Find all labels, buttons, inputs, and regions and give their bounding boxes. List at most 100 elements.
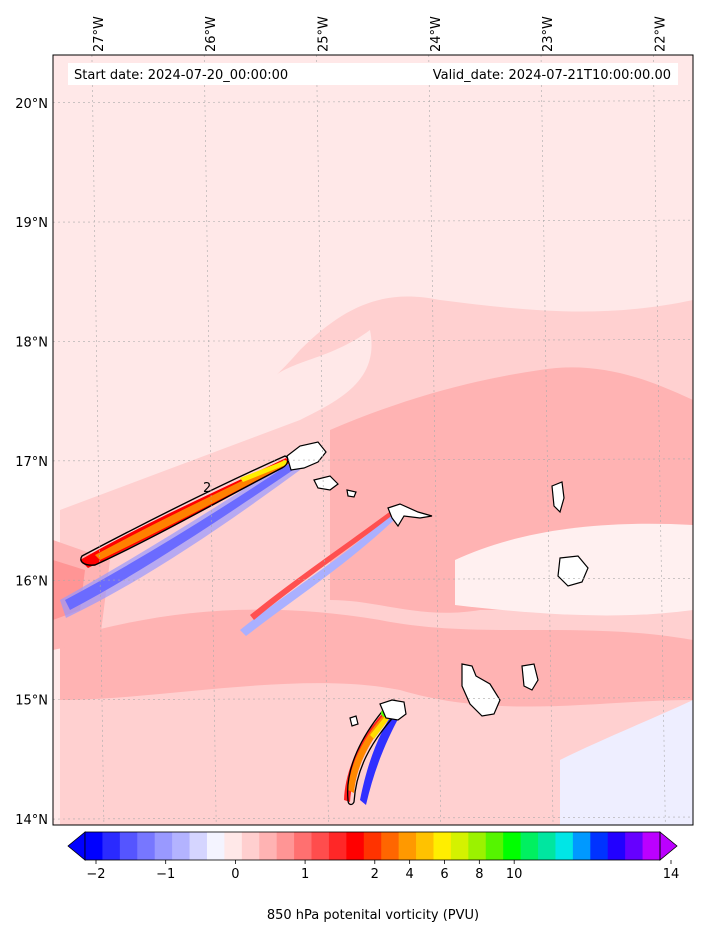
island-boa-vista bbox=[557, 555, 589, 587]
lat-gridline bbox=[53, 339, 693, 342]
colorbar-bin bbox=[450, 832, 469, 860]
colorbar-frame bbox=[84, 831, 661, 861]
contour-label: 2 bbox=[203, 481, 211, 496]
lat-gridline bbox=[53, 816, 693, 820]
colorbar-bin bbox=[625, 832, 644, 860]
lat-tick-label: 17°N bbox=[15, 455, 48, 470]
island-brava bbox=[349, 715, 359, 727]
pv-region-pale-nw bbox=[60, 330, 372, 510]
lon-gridline bbox=[91, 55, 105, 825]
colorbar-bin bbox=[259, 832, 278, 860]
colorbar-tick-label: −2 bbox=[86, 867, 105, 882]
colorbar-bin bbox=[328, 832, 347, 860]
colorbar-bin bbox=[398, 832, 417, 860]
lat-gridline bbox=[53, 577, 693, 581]
colorbar: −2 −1 0 1 2 4 6 8 10 14 bbox=[67, 831, 680, 882]
colorbar-bin bbox=[416, 832, 434, 860]
pv-field bbox=[53, 55, 693, 825]
header-box bbox=[68, 63, 678, 85]
colorbar-extend-min bbox=[67, 831, 86, 861]
lon-gridline bbox=[428, 55, 442, 825]
pv-filament-blue-halo bbox=[60, 458, 300, 618]
colorbar-bin bbox=[346, 832, 365, 860]
colorbar-bin bbox=[572, 832, 591, 860]
island-sao-nicolau bbox=[387, 503, 433, 528]
pv-contour-2 bbox=[80, 455, 289, 566]
colorbar-bin bbox=[468, 832, 487, 860]
lon-tick-label: 23°W bbox=[541, 16, 556, 52]
colorbar-bin bbox=[172, 832, 191, 860]
colorbar-tick-label: −1 bbox=[156, 867, 175, 882]
lat-gridline bbox=[53, 100, 693, 104]
lon-tick-label: 26°W bbox=[204, 16, 219, 52]
pv-filament-orange bbox=[95, 460, 286, 560]
colorbar-bin bbox=[503, 832, 522, 860]
colorbar-bin bbox=[590, 832, 609, 860]
lat-gridline bbox=[53, 458, 693, 462]
colorbar-bin bbox=[154, 832, 173, 860]
colorbar-bin bbox=[206, 832, 225, 860]
colorbar-tick-label: 0 bbox=[231, 867, 239, 882]
colorbar-bin bbox=[119, 832, 138, 860]
colorbar-extend-max bbox=[659, 831, 678, 861]
lat-tick-label: 19°N bbox=[15, 216, 48, 231]
lat-tick-label: 14°N bbox=[15, 813, 48, 828]
valid-date-label: Valid_date: 2024-07-21T10:00:00.00 bbox=[433, 68, 671, 83]
colorbar-bin bbox=[642, 832, 661, 860]
island-sao-vicente bbox=[313, 475, 339, 491]
colorbar-bin bbox=[276, 832, 295, 860]
colorbar-tick-label: 1 bbox=[301, 867, 309, 882]
colorbar-bin bbox=[224, 832, 243, 860]
island-santa-luzia bbox=[346, 489, 357, 498]
lat-tick-label: 18°N bbox=[15, 336, 48, 351]
lon-tick-label: 25°W bbox=[316, 16, 331, 52]
colorbar-bin bbox=[538, 832, 556, 860]
lon-gridline bbox=[203, 55, 217, 825]
pv-filament-south-blue bbox=[360, 705, 403, 805]
colorbar-tick-label: 6 bbox=[440, 867, 448, 882]
graticule bbox=[53, 55, 693, 825]
pv-filament-middle-blue bbox=[240, 515, 394, 636]
colorbar-bin bbox=[381, 832, 400, 860]
colorbar-bin bbox=[85, 832, 103, 860]
latitude-ticks: 14°N 15°N 16°N 17°N 18°N 19°N 20°N bbox=[15, 97, 48, 828]
lon-tick-label: 22°W bbox=[653, 16, 668, 52]
island-santo-antao bbox=[286, 441, 327, 471]
colorbar-tick-label: 14 bbox=[663, 867, 680, 882]
island-maio bbox=[521, 663, 539, 691]
lat-tick-label: 16°N bbox=[15, 574, 48, 589]
colorbar-bin bbox=[102, 832, 121, 860]
lon-gridline bbox=[653, 55, 666, 825]
colorbar-bin bbox=[363, 832, 382, 860]
pv-filament-yellow bbox=[240, 460, 288, 482]
lat-gridline bbox=[53, 219, 693, 223]
colorbar-tick-label: 10 bbox=[506, 867, 523, 882]
lon-tick-label: 24°W bbox=[429, 16, 444, 52]
colorbar-bin bbox=[311, 832, 330, 860]
colorbar-tick-label: 2 bbox=[371, 867, 379, 882]
colorbar-bin bbox=[294, 832, 313, 860]
start-date-label: Start date: 2024-07-20_00:00:00 bbox=[74, 68, 288, 83]
colorbar-bin bbox=[241, 832, 260, 860]
colorbar-bin bbox=[189, 832, 208, 860]
lat-gridline bbox=[53, 697, 693, 700]
island-fogo bbox=[379, 699, 407, 721]
coastlines bbox=[286, 441, 589, 727]
colorbar-bin bbox=[433, 832, 452, 860]
island-sal bbox=[551, 481, 565, 514]
pv-filament-middle-red bbox=[250, 510, 394, 620]
colorbar-bin bbox=[555, 832, 574, 860]
island-santiago bbox=[461, 663, 501, 717]
colorbar-tick-label: 8 bbox=[475, 867, 483, 882]
lat-tick-label: 20°N bbox=[15, 97, 48, 112]
longitude-ticks: 27°W 26°W 25°W 24°W 23°W 22°W bbox=[92, 16, 668, 52]
map-frame bbox=[52, 54, 694, 826]
lon-gridline bbox=[316, 55, 329, 825]
colorbar-bin bbox=[137, 832, 156, 860]
lon-gridline bbox=[540, 55, 554, 825]
pv-region-blue-se bbox=[560, 700, 693, 825]
colorbar-label: 850 hPa potenital vorticity (PVU) bbox=[267, 908, 479, 923]
colorbar-bin bbox=[520, 832, 539, 860]
colorbar-bin bbox=[607, 832, 626, 860]
